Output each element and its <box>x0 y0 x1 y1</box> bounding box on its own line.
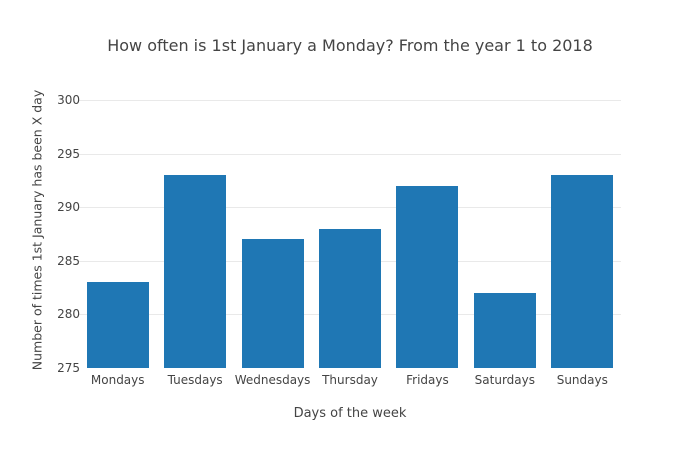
y-tick-label: 295 <box>57 146 80 161</box>
x-tick-label: Saturdays <box>474 373 535 387</box>
bar-saturdays <box>473 292 536 368</box>
y-tick-label: 280 <box>57 307 80 322</box>
bar-mondays <box>86 282 149 368</box>
y-tick-label: 285 <box>57 253 80 268</box>
gridline <box>79 207 621 209</box>
y-tick-label: 300 <box>57 93 80 108</box>
y-tick-label: 275 <box>57 361 80 375</box>
chart-title: How often is 1st January a Monday? From … <box>107 36 593 55</box>
bar-sundays <box>551 175 614 368</box>
x-tick-label: Tuesdays <box>167 373 223 387</box>
x-tick-label: Fridays <box>406 373 449 387</box>
bar-fridays <box>396 185 459 368</box>
y-tick-label: 290 <box>57 200 80 215</box>
gridline <box>79 100 621 102</box>
x-tick-label: Mondays <box>90 373 145 387</box>
gridline <box>79 153 621 155</box>
bar-thursday <box>319 228 381 368</box>
bar-wednesdays <box>241 239 304 368</box>
x-tick-label: Thursday <box>322 373 378 387</box>
y-axis-title: Number of times 1st January has been X d… <box>29 89 45 371</box>
bar-tuesdays <box>164 175 227 368</box>
x-tick-label: Wednesdays <box>234 373 311 387</box>
x-tick-label: Sundays <box>556 373 608 387</box>
x-axis-title: Days of the week <box>293 406 407 421</box>
